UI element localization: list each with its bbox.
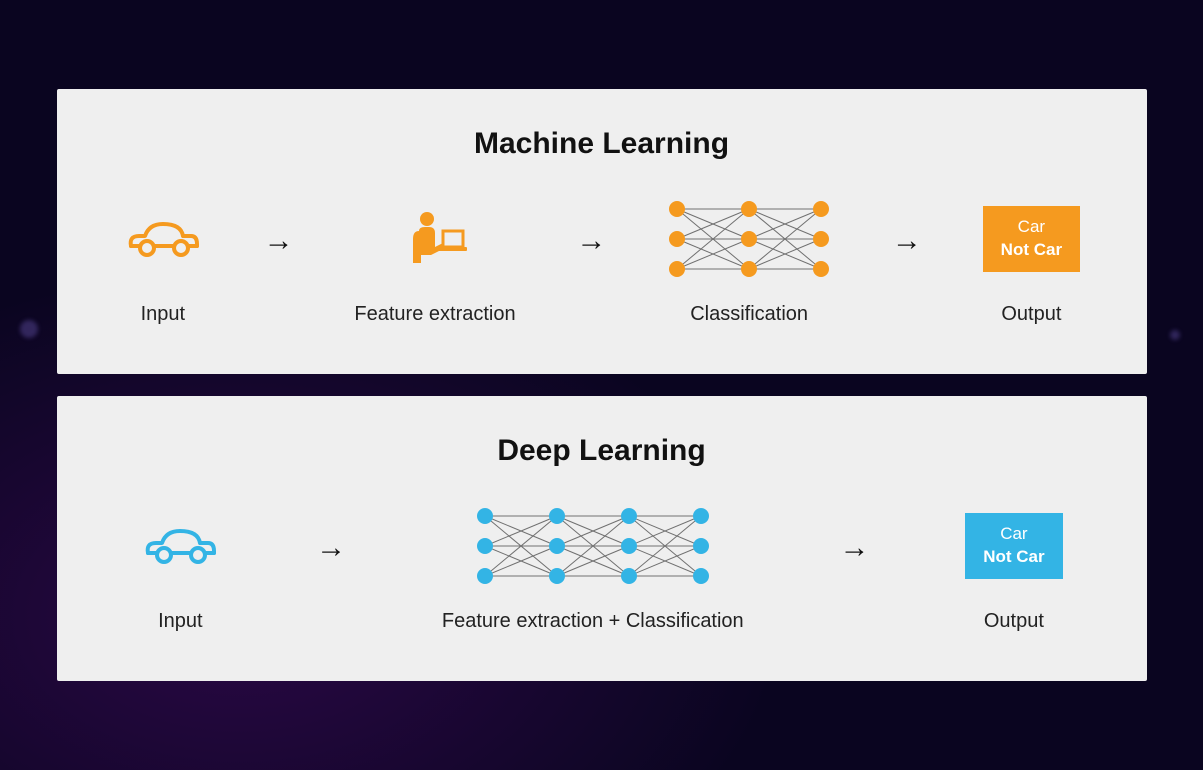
dl-flow: Input → Feature extraction + Classificat… xyxy=(97,510,1107,633)
dl-panel: Deep Learning Input → Fe xyxy=(57,396,1147,681)
dl-step-output: Car Not Car Output xyxy=(965,510,1062,633)
arrow-icon: → xyxy=(892,226,922,256)
ml-step-classify: Classification xyxy=(667,203,831,326)
arrow-icon: → xyxy=(316,533,346,563)
ml-output-line1: Car xyxy=(1001,216,1062,239)
ml-flow: Input → Feature extraction → Classificat… xyxy=(97,203,1107,326)
ml-output-line2: Not Car xyxy=(1001,239,1062,262)
car-icon xyxy=(140,510,220,582)
ml-input-label: Input xyxy=(141,303,185,326)
arrow-icon: → xyxy=(576,226,606,256)
ml-step-input: Input xyxy=(123,203,203,326)
dl-output-line1: Car xyxy=(983,523,1044,546)
dl-step-combined: Feature extraction + Classification xyxy=(442,510,744,633)
arrow-icon: → xyxy=(264,226,294,256)
ml-panel: Machine Learning Input → xyxy=(57,89,1147,374)
ml-output-box: Car Not Car xyxy=(983,206,1080,272)
neural-network-icon xyxy=(667,203,831,275)
ml-title: Machine Learning xyxy=(97,127,1107,161)
person-laptop-icon xyxy=(399,203,471,275)
dl-title: Deep Learning xyxy=(97,434,1107,468)
dl-output-label: Output xyxy=(984,610,1044,633)
car-icon xyxy=(123,203,203,275)
ml-classify-label: Classification xyxy=(690,303,808,326)
dl-output-line2: Not Car xyxy=(983,546,1044,569)
ml-feature-label: Feature extraction xyxy=(354,303,515,326)
neural-network-icon xyxy=(475,510,711,582)
arrow-icon: → xyxy=(839,533,869,563)
ml-step-output: Car Not Car Output xyxy=(983,203,1080,326)
ml-output-label: Output xyxy=(1001,303,1061,326)
dl-step-input: Input xyxy=(140,510,220,633)
ml-step-feature: Feature extraction xyxy=(354,203,515,326)
dl-output-box: Car Not Car xyxy=(965,513,1062,579)
dl-input-label: Input xyxy=(158,610,202,633)
dl-combined-label: Feature extraction + Classification xyxy=(442,610,744,633)
